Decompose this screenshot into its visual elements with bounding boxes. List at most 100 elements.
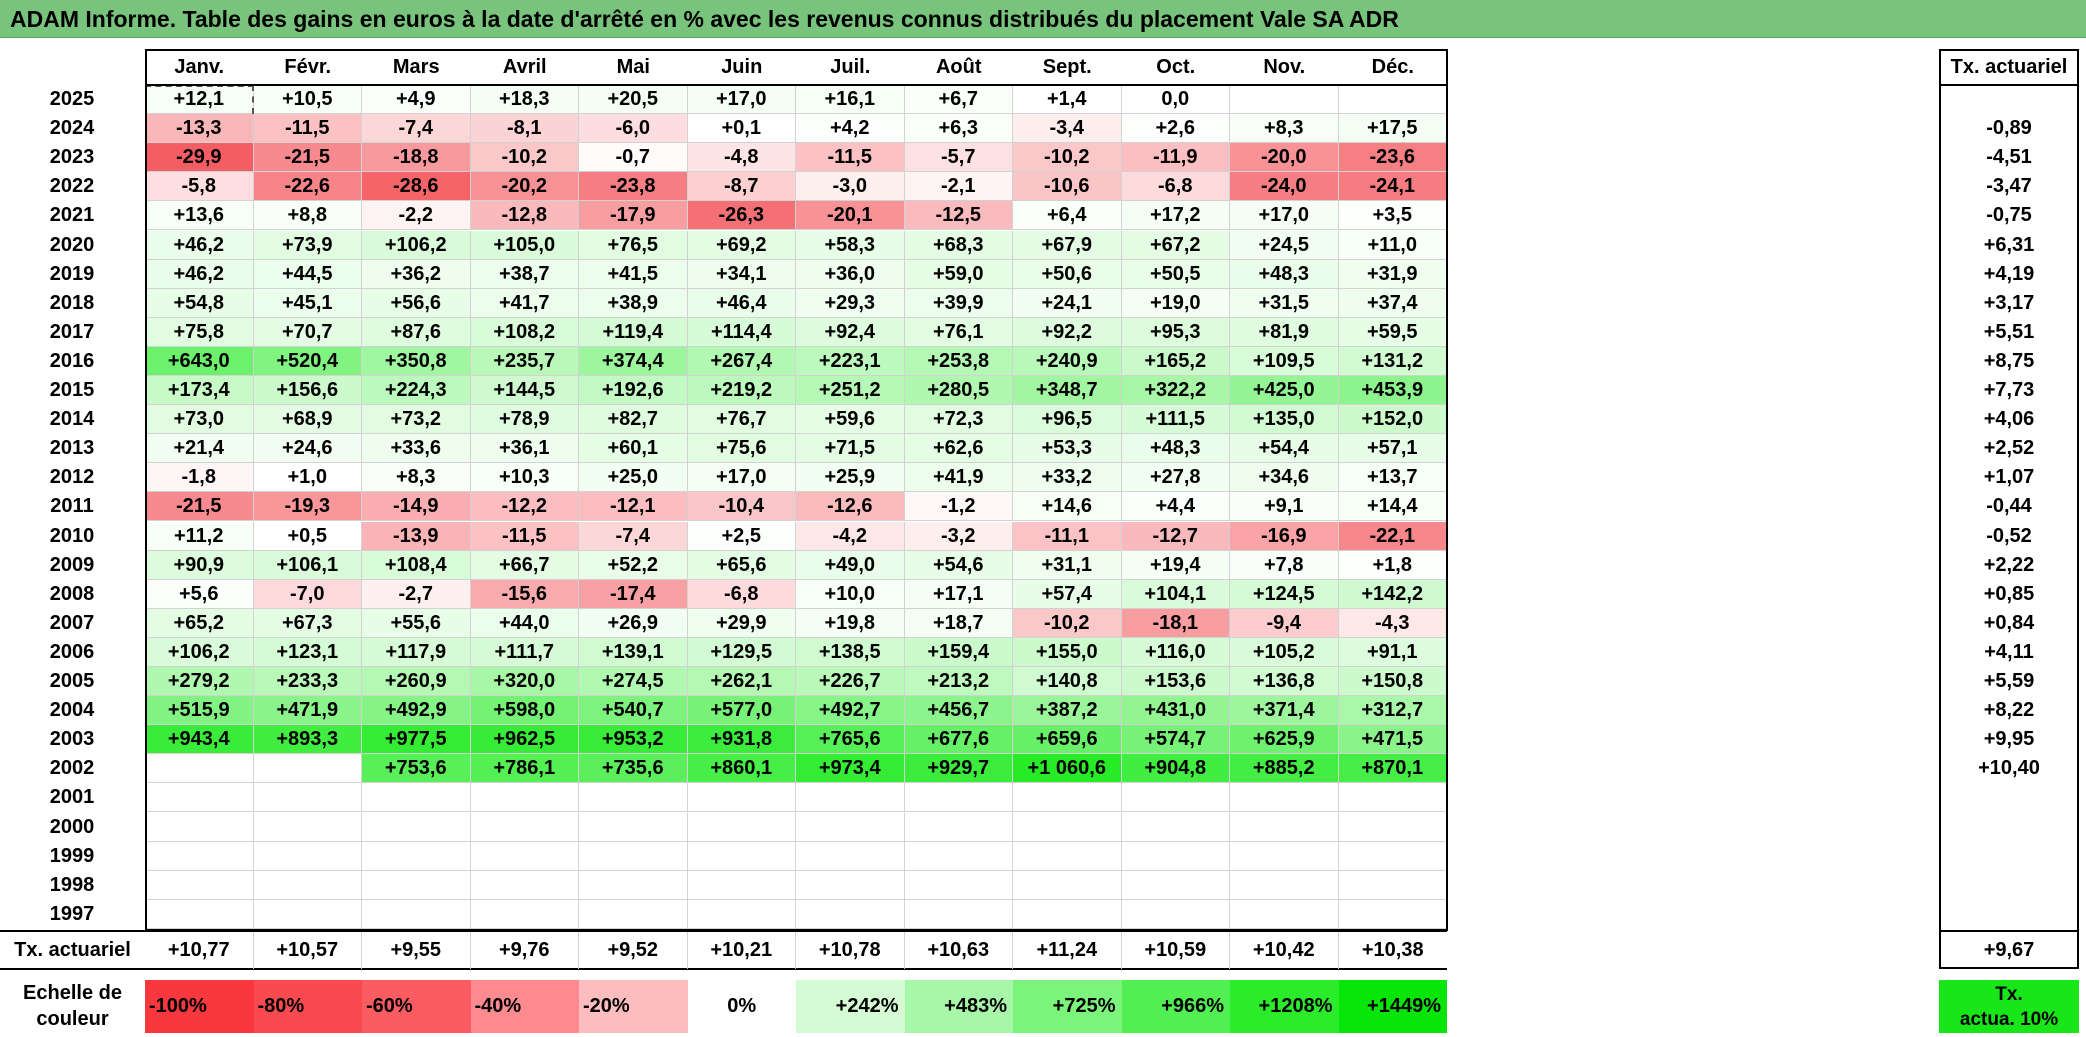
table-cell: +643,0 — [145, 346, 254, 376]
annual-rate-cell: +2,52 — [1983, 437, 2035, 460]
table-cell — [579, 870, 688, 900]
table-cell: +598,0 — [470, 696, 579, 726]
table-cell: +870,1 — [1338, 754, 1447, 784]
table-cell: +38,9 — [579, 288, 688, 318]
legend-line2: actua. 10% — [1959, 1009, 2059, 1030]
table-cell: +456,7 — [904, 696, 1013, 726]
table-cell: -4,8 — [687, 143, 796, 173]
annual-color-legend: Tx. actua. 10% — [1939, 980, 2079, 1033]
year-label: 2024 — [49, 117, 95, 140]
table-cell: -22,1 — [1338, 521, 1447, 551]
month-header: Avril — [502, 56, 547, 78]
table-cell: +10,3 — [470, 463, 579, 493]
year-label: 2006 — [49, 640, 95, 663]
table-cell — [253, 783, 362, 813]
table-cell: -7,0 — [253, 579, 362, 609]
year-label: 2009 — [49, 553, 95, 576]
table-cell: +75,8 — [145, 317, 254, 347]
table-cell: +192,6 — [579, 376, 688, 406]
table-cell: +21,4 — [145, 434, 254, 464]
table-cell: -17,9 — [579, 201, 688, 231]
table-cell: +31,9 — [1338, 259, 1447, 289]
annual-rate-cell: +0,85 — [1983, 582, 2035, 605]
year-label: 2011 — [50, 495, 94, 518]
annual-rate-cell — [1939, 85, 2079, 114]
table-cell: -10,6 — [1013, 172, 1122, 202]
table-cell: +0,5 — [253, 521, 362, 551]
scale-label-line2: couleur — [36, 1008, 109, 1030]
table-cell: +29,9 — [687, 608, 796, 638]
table-cell — [1121, 841, 1230, 871]
table-cell: +520,4 — [253, 346, 362, 376]
table-cell: -6,0 — [579, 114, 688, 144]
month-header: Oct. — [1156, 56, 1196, 78]
table-cell — [1338, 812, 1447, 842]
year-label: 2015 — [49, 379, 95, 401]
table-cell: -2,1 — [904, 172, 1013, 202]
header-divider — [145, 84, 1447, 86]
table-cell: +348,7 — [1013, 376, 1122, 406]
annual-rate-cell — [1939, 842, 2079, 871]
table-cell — [1230, 783, 1339, 813]
table-cell: +5,6 — [145, 579, 254, 609]
table-cell: -11,1 — [1013, 521, 1122, 551]
month-header: Août — [935, 56, 982, 78]
table-cell: -12,2 — [470, 492, 579, 522]
table-cell: +59,5 — [1338, 317, 1447, 347]
table-cell — [796, 841, 905, 871]
table-cell — [579, 841, 688, 871]
table-cell: -20,1 — [796, 201, 905, 231]
annual-rate-cell — [1939, 900, 2079, 929]
year-label: 2020 — [49, 233, 95, 256]
table-cell: +48,3 — [1230, 259, 1339, 289]
table-cell: +7,8 — [1230, 550, 1339, 580]
table-cell: -21,5 — [253, 143, 362, 173]
color-scale-step: -100% — [145, 980, 254, 1033]
table-cell: -6,8 — [687, 579, 796, 609]
table-cell: -16,9 — [1230, 521, 1339, 551]
table-cell: -3,2 — [904, 521, 1013, 551]
table-cell: +75,6 — [687, 434, 796, 464]
table-cell: +46,2 — [145, 230, 254, 260]
table-cell — [470, 812, 579, 842]
annual-rate-cell: -4,51 — [1986, 146, 2032, 169]
table-cell: +49,0 — [796, 550, 905, 580]
table-cell — [145, 899, 254, 929]
table-cell: +25,0 — [579, 463, 688, 493]
table-cell: +973,4 — [796, 754, 905, 784]
table-cell: +54,8 — [145, 288, 254, 318]
table-cell: +73,2 — [362, 405, 471, 435]
table-cell: +48,3 — [1121, 434, 1230, 464]
annual-rate-cell: -0,75 — [1986, 204, 2032, 227]
table-cell: +117,9 — [362, 637, 471, 667]
table-cell — [1013, 870, 1122, 900]
table-cell: +67,2 — [1121, 230, 1230, 260]
table-cell: +76,5 — [579, 230, 688, 260]
table-cell — [687, 870, 796, 900]
table-cell: +17,0 — [687, 463, 796, 493]
month-header: Janv. — [174, 56, 225, 78]
annual-rate-cell: +4,06 — [1983, 408, 2035, 431]
table-cell: +312,7 — [1338, 696, 1447, 726]
table-cell: -3,0 — [796, 172, 905, 202]
table-cell: +82,7 — [579, 405, 688, 435]
color-scale-step: -80% — [253, 980, 362, 1033]
year-label: 2008 — [49, 582, 95, 605]
table-cell: -19,3 — [253, 492, 362, 522]
table-cell: +39,9 — [904, 288, 1013, 318]
table-cell: +904,8 — [1121, 754, 1230, 784]
table-cell — [253, 812, 362, 842]
table-cell — [145, 783, 254, 813]
table-cell — [362, 870, 471, 900]
table-cell: -9,4 — [1230, 608, 1339, 638]
table-cell: +977,5 — [362, 725, 471, 755]
footer-cell: +10,63 — [905, 931, 1013, 969]
table-cell: +54,6 — [904, 550, 1013, 580]
table-cell: +374,4 — [579, 346, 688, 376]
table-cell: -23,6 — [1338, 143, 1447, 173]
table-cell: +34,6 — [1230, 463, 1339, 493]
table-cell: +1,0 — [253, 463, 362, 493]
color-scale-step: -40% — [470, 980, 579, 1033]
table-cell: +235,7 — [470, 346, 579, 376]
table-cell: -12,6 — [796, 492, 905, 522]
